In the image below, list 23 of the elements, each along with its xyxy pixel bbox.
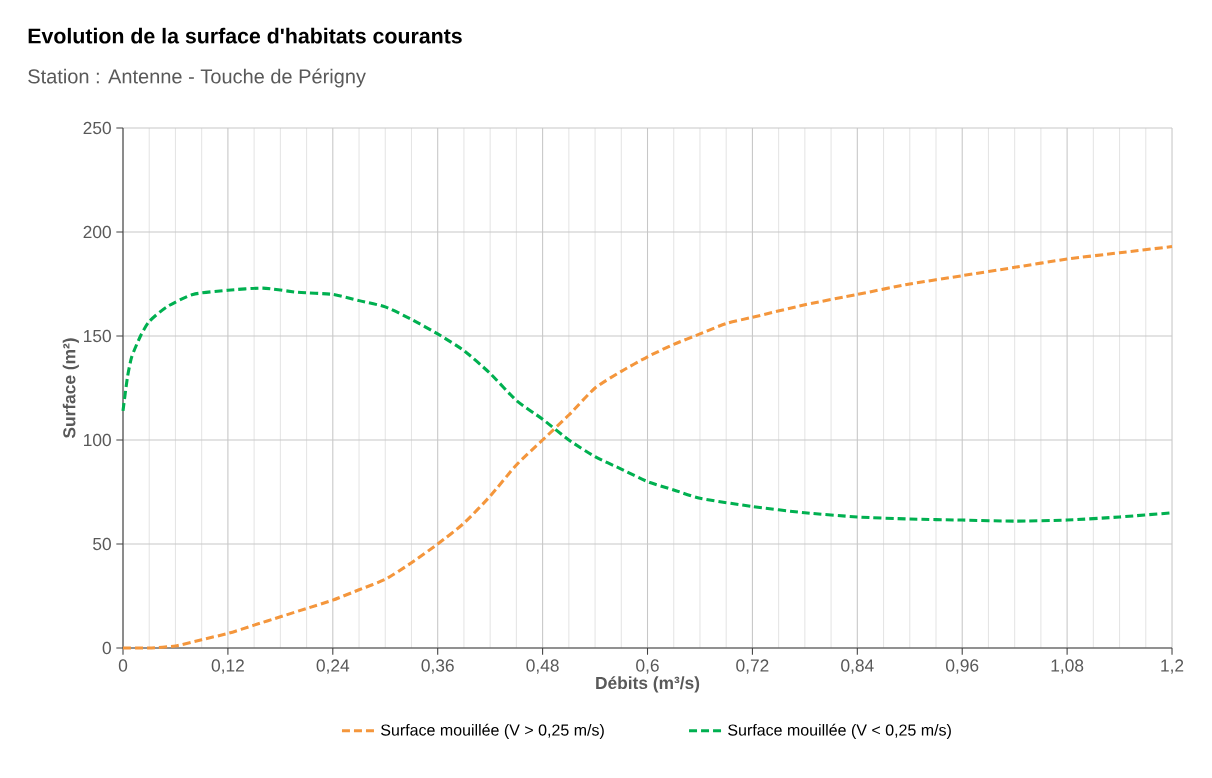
y-tick-label: 250 xyxy=(83,121,111,135)
x-tick-label: 1,2 xyxy=(1161,659,1184,674)
y-tick-label: 50 xyxy=(93,537,111,551)
x-tick-label: 0,48 xyxy=(526,659,559,674)
x-tick-label: 0,84 xyxy=(841,659,874,674)
x-tick-label: 0,72 xyxy=(736,659,769,674)
x-axis-title: Débits (m³/s) xyxy=(596,676,700,693)
x-tick-label: 0,96 xyxy=(946,659,979,674)
legend-label: Surface mouillée (V < 0,25 m/s) xyxy=(728,723,951,739)
legend-label: Surface mouillée (V > 0,25 m/s) xyxy=(381,723,604,739)
y-axis-title: Surface (m²) xyxy=(62,338,79,439)
x-tick-label: 0 xyxy=(118,659,128,672)
y-tick-label: 100 xyxy=(84,433,111,447)
x-tick-label: 0,24 xyxy=(316,659,350,674)
x-tick-label: 1,08 xyxy=(1051,659,1084,674)
y-tick-label: 200 xyxy=(83,225,111,239)
chart-title: Evolution de la surface d'habitats courants xyxy=(28,27,462,44)
x-tick-label: 0,6 xyxy=(636,659,659,674)
x-tick-label: 0,12 xyxy=(211,659,244,674)
y-tick-label: 0 xyxy=(102,641,111,655)
chart-subtitle: Station : Antenne - Touche de Périgny xyxy=(28,68,366,88)
y-tick-label: 150 xyxy=(84,329,111,343)
x-tick-label: 0,36 xyxy=(421,659,454,674)
